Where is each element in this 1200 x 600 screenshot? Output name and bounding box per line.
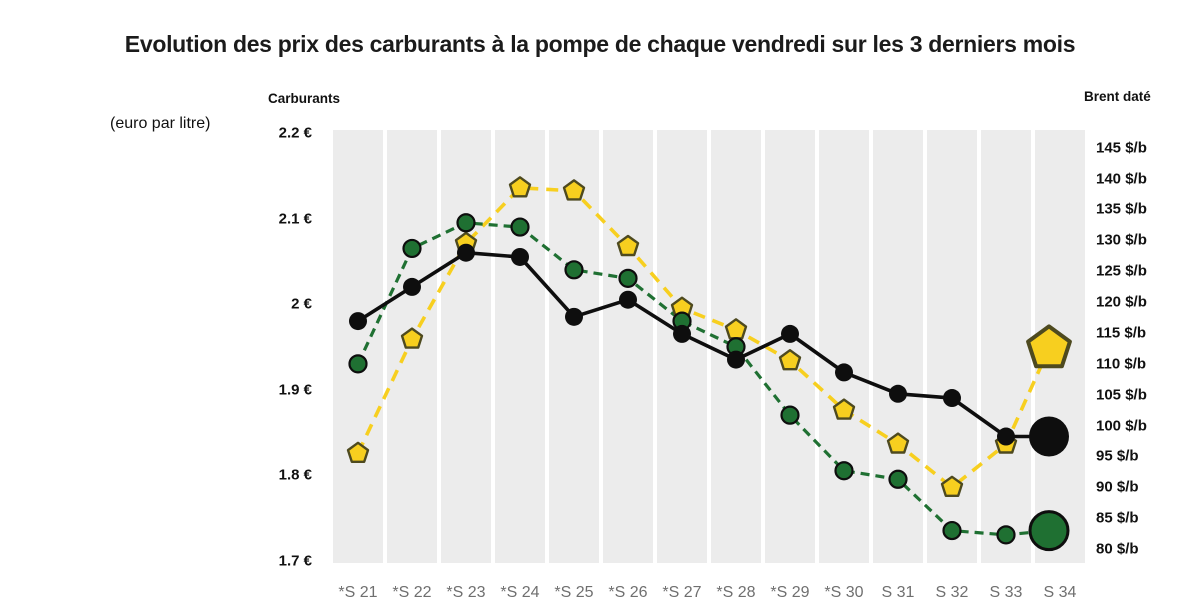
black-marker-circle: [619, 290, 637, 309]
brent-end-marker-large-pentagon: [1026, 324, 1072, 369]
right-axis-tick: 145 $/b: [1096, 139, 1147, 157]
right-axis-tick: 110 $/b: [1096, 355, 1147, 373]
x-axis-label: *S 29: [770, 584, 810, 600]
right-axis-tick: 105 $/b: [1096, 386, 1147, 404]
brent-marker-pentagon: [832, 398, 856, 420]
brent-marker-pentagon: [616, 234, 640, 257]
right-axis-tick: 135 $/b: [1096, 200, 1147, 218]
right-axis-tick: 95 $/b: [1096, 447, 1139, 465]
x-axis-label: *S 28: [716, 584, 756, 600]
green-marker-circle: [942, 520, 962, 541]
green-marker-circle: [618, 268, 638, 288]
grid-band: [495, 130, 545, 563]
black-fuel-line: [356, 250, 1051, 439]
x-axis-label: *S 21: [338, 584, 378, 600]
x-axis-label: *S 25: [554, 584, 594, 600]
green-marker-circle: [780, 405, 800, 425]
right-axis-header: Brent daté: [1084, 89, 1151, 104]
black-marker-circle: [997, 427, 1015, 446]
x-axis-label: S 34: [1043, 584, 1077, 600]
x-axis-label: S 32: [935, 584, 969, 600]
black-marker-circle: [511, 247, 529, 266]
right-axis-tick: 80 $/b: [1096, 540, 1139, 558]
grid-band: [657, 130, 707, 563]
right-axis-tick: 120 $/b: [1096, 293, 1147, 311]
right-axis-tick: 115 $/b: [1096, 324, 1147, 342]
left-axis-tick: 2.1 €: [278, 210, 312, 227]
black-marker-circle: [403, 277, 421, 296]
right-axis-tick: 130 $/b: [1096, 231, 1147, 249]
black-marker-circle: [457, 243, 475, 262]
x-axis-label: *S 26: [608, 584, 648, 600]
green-marker-circle: [888, 469, 908, 489]
black-marker-circle: [889, 384, 907, 403]
green-marker-circle: [456, 213, 476, 233]
black-marker-circle: [727, 350, 745, 369]
black-marker-circle: [673, 324, 691, 343]
brent-marker-pentagon: [886, 432, 910, 454]
black-marker-circle: [943, 389, 961, 408]
brent-marker-pentagon: [346, 441, 370, 463]
black-marker-circle: [781, 324, 799, 343]
left-axis-tick: 2 €: [291, 295, 312, 313]
right-axis-tick: 85 $/b: [1096, 509, 1139, 527]
x-axis-label: S 33: [989, 584, 1023, 600]
brent-marker-pentagon: [940, 475, 964, 497]
left-axis-tick: 1.8 €: [278, 466, 312, 484]
x-axis-label: S 31: [881, 584, 915, 600]
black-marker-circle: [565, 307, 583, 326]
grid-band: [873, 130, 923, 563]
left-axis-header: Carburants: [268, 91, 341, 106]
brent-marker-pentagon: [562, 179, 586, 201]
brent-line: [356, 185, 1051, 490]
right-axis-tick: 100 $/b: [1096, 417, 1147, 435]
left-axis-tick: 2.2 €: [278, 124, 312, 142]
black-end-marker-large-circle: [1029, 416, 1069, 457]
grid-band: [333, 130, 383, 563]
green-end-marker-large-circle: [1028, 510, 1070, 552]
left-axis-unit-note: (euro par litre): [110, 115, 211, 132]
left-axis-tick: 1.9 €: [278, 381, 312, 398]
right-axis-tick: 140 $/b: [1096, 170, 1147, 188]
x-axis-label: *S 22: [392, 584, 432, 600]
page-title: Evolution des prix des carburants à la p…: [124, 31, 1076, 57]
green-marker-circle: [348, 354, 368, 374]
brent-marker-pentagon: [508, 176, 532, 198]
green-marker-circle: [510, 217, 530, 237]
grid-band: [441, 130, 491, 563]
grid-band: [549, 130, 599, 563]
brent-marker-pentagon: [778, 348, 802, 371]
x-axis-label: *S 24: [500, 584, 540, 600]
fuel-price-line-chart: [333, 130, 1085, 563]
grid-band: [981, 130, 1031, 563]
left-axis-tick: 1.7 €: [278, 552, 312, 569]
black-marker-circle: [835, 363, 853, 382]
x-axis-label: *S 30: [824, 584, 864, 600]
green-marker-circle: [564, 260, 584, 280]
brent-marker-pentagon: [400, 327, 424, 349]
grid-band: [603, 130, 653, 563]
grid-band: [927, 130, 977, 563]
green-marker-circle: [402, 238, 422, 259]
right-axis-tick: 125 $/b: [1096, 262, 1147, 280]
green-marker-circle: [834, 461, 854, 481]
green-marker-circle: [996, 525, 1016, 545]
black-marker-circle: [349, 312, 367, 331]
x-axis-label: *S 23: [446, 584, 486, 600]
grid-band: [819, 130, 869, 563]
right-axis-tick: 90 $/b: [1096, 478, 1139, 496]
x-axis-label: *S 27: [662, 584, 702, 600]
